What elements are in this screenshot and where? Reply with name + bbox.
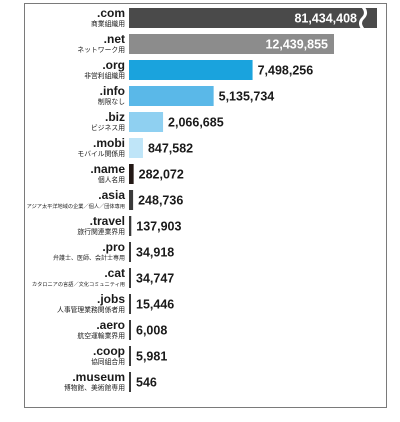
domain-description: ビジネス用 xyxy=(91,123,125,132)
bar xyxy=(129,190,134,210)
chart-frame xyxy=(24,3,387,408)
bar xyxy=(129,216,132,236)
domain-label: .asia xyxy=(98,188,125,202)
domain-label: .org xyxy=(102,58,125,72)
domain-description: 弁護士、医師、会計士専用 xyxy=(53,254,125,262)
value-label: 248,736 xyxy=(138,194,183,208)
bar xyxy=(129,164,134,184)
domain-label: .net xyxy=(104,32,125,46)
domain-label: .coop xyxy=(93,344,125,358)
bar xyxy=(129,112,164,132)
domain-description: 個人名用 xyxy=(98,175,125,184)
value-label: 81,434,408 xyxy=(294,12,357,26)
domain-label: .name xyxy=(90,162,125,176)
domain-label: .biz xyxy=(105,110,125,124)
value-label: 546 xyxy=(136,376,157,390)
value-label: 15,446 xyxy=(136,298,174,312)
domain-description: アジア太平洋地域の企業／個人／団体専用 xyxy=(27,202,125,210)
bar xyxy=(129,86,214,106)
value-label: 34,747 xyxy=(136,272,174,286)
value-label: 5,135,734 xyxy=(219,90,275,104)
domain-label: .museum xyxy=(72,370,125,384)
domain-description: 旅行関連業界用 xyxy=(77,227,125,236)
domain-description: ネットワーク用 xyxy=(77,46,125,54)
value-label: 5,981 xyxy=(136,350,167,364)
value-label: 7,498,256 xyxy=(258,64,314,78)
domain-label: .aero xyxy=(96,318,125,332)
axis-break-mark xyxy=(359,6,367,30)
domain-label: .com xyxy=(97,6,125,20)
domain-description: 博物館、美術館専用 xyxy=(64,383,125,392)
domain-label: .jobs xyxy=(97,292,125,306)
domain-description: カタロニアの言語／文化コミュニティ用 xyxy=(32,280,125,288)
bar xyxy=(129,294,131,314)
domain-description: 航空運輸業界用 xyxy=(77,331,125,340)
domain-label: .pro xyxy=(102,240,125,254)
domain-description: 制限なし xyxy=(98,97,125,106)
domain-description: 商業組織用 xyxy=(91,19,125,28)
bar xyxy=(129,242,131,262)
bar xyxy=(129,346,131,366)
bar xyxy=(129,138,143,158)
bar xyxy=(129,8,377,28)
value-label: 6,008 xyxy=(136,324,167,338)
value-label: 282,072 xyxy=(139,168,184,182)
domain-label: .travel xyxy=(90,214,125,228)
value-label: 2,066,685 xyxy=(168,116,224,130)
bar xyxy=(129,268,131,288)
bar xyxy=(129,372,131,392)
domain-label: .cat xyxy=(104,266,125,280)
bar xyxy=(129,60,253,80)
bar xyxy=(129,34,334,54)
domain-label: .info xyxy=(100,84,125,98)
domain-description: モバイル関係用 xyxy=(77,149,125,158)
domain-description: 人事管理業務関係者用 xyxy=(57,305,125,314)
domain-description: 非営利組織用 xyxy=(84,71,125,80)
value-label: 12,439,855 xyxy=(265,38,328,52)
value-label: 847,582 xyxy=(148,142,193,156)
domain-label: .mobi xyxy=(93,136,125,150)
bar xyxy=(129,320,131,340)
value-label: 137,903 xyxy=(136,220,181,234)
domain-description: 協同組合用 xyxy=(91,357,125,366)
value-label: 34,918 xyxy=(136,246,174,260)
